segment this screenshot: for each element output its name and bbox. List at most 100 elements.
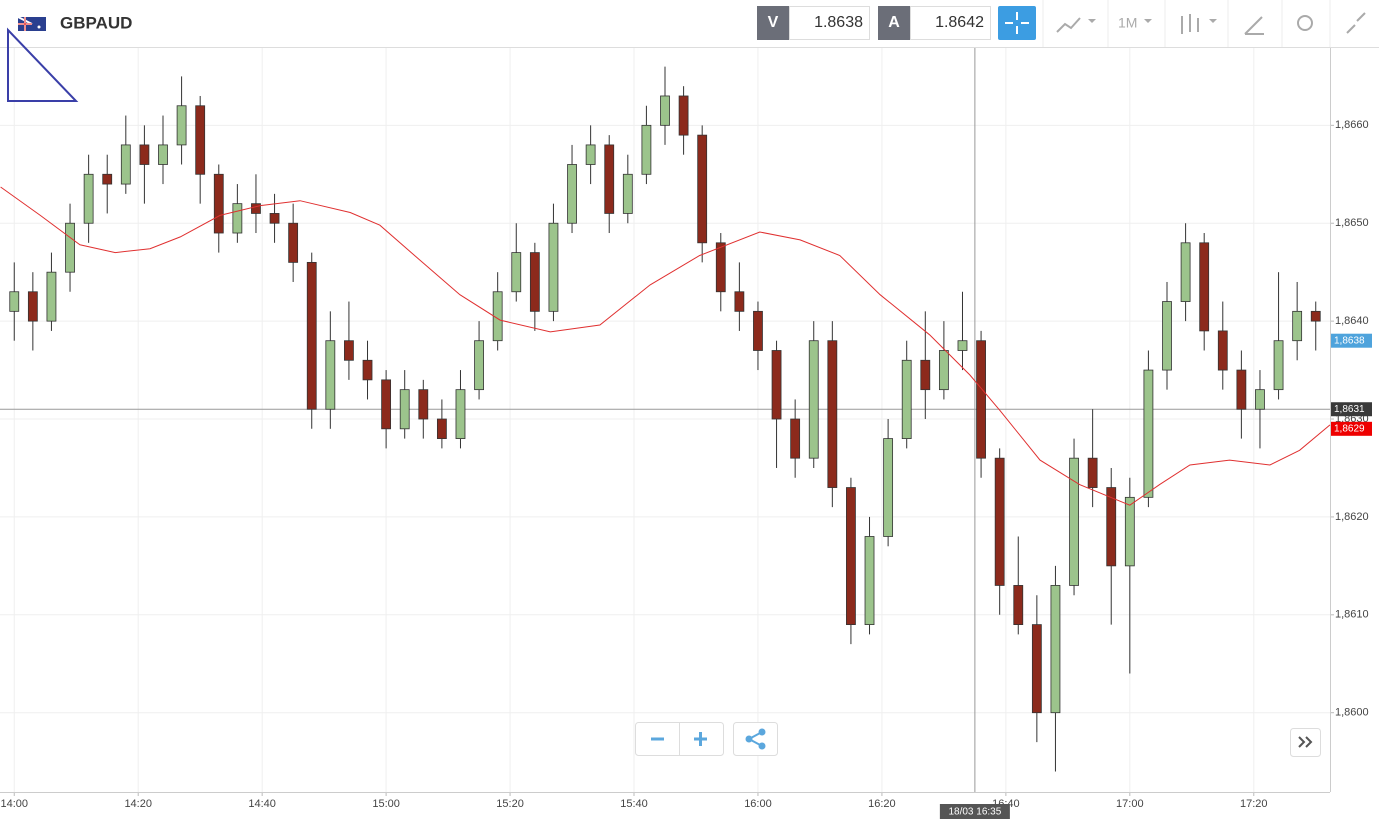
crosshair-button[interactable] bbox=[998, 6, 1036, 40]
symbol: GBPAUD bbox=[60, 13, 132, 32]
candle-body bbox=[1273, 340, 1284, 391]
candle-body bbox=[790, 418, 801, 459]
candle-body bbox=[697, 134, 708, 244]
x-tick-label: 16:20 bbox=[868, 798, 896, 810]
candle-body bbox=[1199, 242, 1210, 332]
candle-body bbox=[771, 350, 782, 420]
toolbar-icons bbox=[1056, 12, 1366, 35]
candle-body bbox=[1106, 487, 1117, 567]
plot: 1,86001,86101,86201,86301,86401,86501,86… bbox=[0, 48, 1372, 819]
share-icon bbox=[745, 728, 766, 750]
x-tick-label: 17:20 bbox=[1240, 798, 1268, 810]
candle-body bbox=[1143, 369, 1154, 498]
y-tick-label: 1,8660 bbox=[1335, 119, 1369, 131]
candle-body bbox=[641, 124, 652, 175]
price-label: 1,8638 bbox=[1334, 335, 1365, 346]
y-tick-label: 1,8640 bbox=[1335, 315, 1369, 327]
share-button[interactable] bbox=[733, 722, 778, 756]
ask-label: A bbox=[888, 14, 900, 31]
candle-body bbox=[883, 438, 894, 537]
candle-body bbox=[399, 389, 410, 430]
candle-body bbox=[938, 350, 949, 391]
x-tick-label: 14:40 bbox=[248, 798, 276, 810]
candle-body bbox=[1069, 457, 1079, 586]
crosshair-time: 18/03 16:35 bbox=[948, 807, 1001, 818]
bid-label: V bbox=[768, 14, 779, 31]
crosshair-price-box bbox=[1331, 402, 1372, 417]
x-tick-label: 15:20 bbox=[496, 798, 524, 810]
candle-body bbox=[622, 173, 633, 214]
candle-body bbox=[1031, 624, 1042, 714]
candle-body bbox=[994, 457, 1005, 586]
moving-average bbox=[0, 186, 1331, 506]
candle-body bbox=[585, 144, 596, 165]
y-tick-label: 1,8600 bbox=[1335, 707, 1369, 719]
candle-body bbox=[753, 310, 763, 351]
zoom-controls bbox=[635, 722, 1321, 757]
candle-body bbox=[529, 252, 540, 312]
candle-body bbox=[734, 291, 745, 312]
candle-body bbox=[920, 359, 931, 391]
candle-body bbox=[1236, 369, 1247, 410]
scroll-right-button[interactable] bbox=[1290, 728, 1321, 757]
candle-body bbox=[1087, 457, 1098, 488]
candle-body bbox=[715, 242, 726, 293]
candle-body bbox=[381, 379, 392, 430]
toolbar bbox=[0, 0, 1379, 47]
candle-body bbox=[232, 203, 243, 234]
candle-body bbox=[976, 340, 986, 459]
candle-body bbox=[102, 173, 113, 185]
candle-body bbox=[195, 105, 206, 175]
candle-body bbox=[567, 164, 577, 224]
drawn-triangle[interactable] bbox=[7, 27, 79, 102]
candle-body bbox=[176, 105, 187, 146]
candle-body bbox=[957, 340, 968, 351]
ask-button[interactable] bbox=[878, 6, 910, 40]
candle-body bbox=[27, 291, 38, 322]
candle-body bbox=[455, 389, 466, 439]
x-tick-label: 14:20 bbox=[124, 798, 152, 810]
price-label: 1,8629 bbox=[1334, 423, 1365, 434]
candle-body bbox=[1180, 242, 1191, 302]
candle-body bbox=[548, 222, 559, 312]
x-tick-label: 15:00 bbox=[372, 798, 400, 810]
timeframe: 1M bbox=[1118, 15, 1137, 31]
candle-body bbox=[474, 340, 484, 391]
candle-body bbox=[65, 222, 75, 273]
candle-body bbox=[808, 340, 819, 459]
ask-box bbox=[910, 6, 991, 40]
bid-box bbox=[789, 6, 870, 40]
candle-body bbox=[1217, 330, 1228, 371]
candle-body bbox=[678, 95, 689, 136]
candle-body bbox=[46, 271, 57, 322]
crosshair-icon bbox=[1005, 12, 1029, 34]
candle-body bbox=[213, 173, 224, 234]
candle-body bbox=[1050, 585, 1061, 714]
candle-body bbox=[864, 536, 875, 626]
zoom-in[interactable] bbox=[694, 732, 707, 746]
timeframe-button[interactable]: 1M bbox=[1118, 15, 1152, 31]
price-label-box bbox=[1331, 421, 1372, 436]
flag-icon bbox=[17, 16, 46, 31]
crosshair-time-box bbox=[939, 804, 1010, 819]
candle-body bbox=[306, 261, 317, 410]
x-tick-label: 15:40 bbox=[620, 798, 648, 810]
candle-body bbox=[827, 340, 838, 488]
candle-body bbox=[288, 222, 299, 263]
candle-body bbox=[139, 144, 150, 165]
candle-body bbox=[660, 95, 670, 126]
x-tick-label: 16:00 bbox=[744, 798, 772, 810]
candle-body bbox=[1255, 389, 1265, 410]
candle-body bbox=[120, 144, 131, 185]
candle-body bbox=[325, 340, 336, 410]
candle-body bbox=[511, 252, 522, 293]
candle-body bbox=[604, 144, 615, 214]
y-tick-label: 1,8620 bbox=[1335, 511, 1369, 523]
candle-body bbox=[1162, 301, 1172, 371]
x-tick-label: 17:00 bbox=[1116, 798, 1144, 810]
bid-button[interactable] bbox=[757, 6, 789, 40]
candle-body bbox=[1292, 310, 1303, 342]
